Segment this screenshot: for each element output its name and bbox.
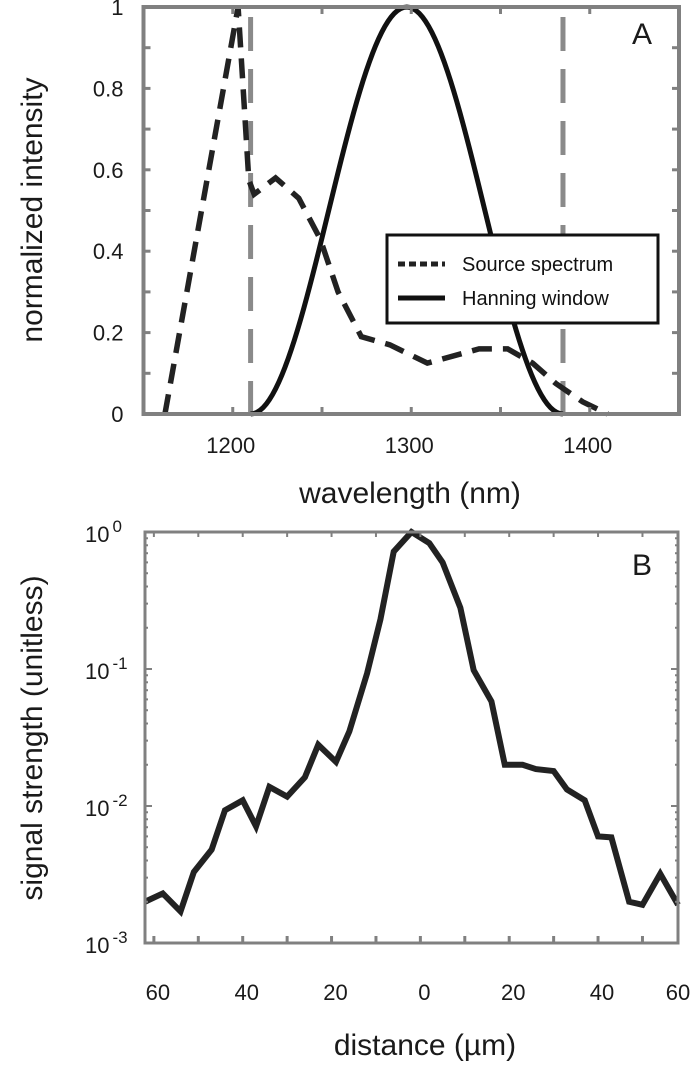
x-tick-label: 60 [666,980,690,1005]
x-tick-label: 60 [146,980,170,1005]
y-tick-label: 0.2 [93,321,124,346]
y-tick-label: 1 [111,0,123,20]
legend-label-hanning-window: Hanning window [462,288,609,310]
y-tick-label: 0 [111,402,123,427]
y-tick-label: 0.6 [93,158,124,183]
panel-b-xlabel: distance (µm) [334,1029,516,1062]
y-tick-label: 10 -3 [85,928,128,958]
x-tick-label: 1300 [385,433,434,458]
panel-b: signal strength (unitless) distance (µm)… [16,517,690,1062]
x-tick-label: 20 [323,980,347,1005]
y-tick-label: 10 -1 [85,654,128,684]
signal-strength-line [143,528,681,917]
panel-a-xlabel: wavelength (nm) [298,477,521,510]
y-tick-label: 0.4 [93,239,124,264]
x-tick-label: 40 [590,980,614,1005]
panel-a-ylabel: normalized intensity [16,77,49,342]
x-tick-label: 40 [234,980,258,1005]
panel-a-axes-box [141,5,681,416]
y-tick-label: 10 0 [85,517,122,547]
source-spectrum-line [162,6,609,417]
x-tick-label: 1400 [563,433,612,458]
legend-box [385,233,660,325]
y-tick-label: 10 -2 [85,791,128,821]
x-tick-label: 0 [418,980,430,1005]
panel-b-axes-box [143,530,680,945]
panel-a-letter: A [632,18,652,51]
y-tick-label: 0.8 [93,76,124,101]
legend-label-source-spectrum: Source spectrum [462,254,613,276]
panel-b-ylabel: signal strength (unitless) [16,575,49,900]
panel-a: normalized intensity wavelength (nm) A S… [16,0,681,510]
x-tick-label: 20 [501,980,525,1005]
x-tick-label: 1200 [206,433,255,458]
legend: Source spectrum Hanning window [385,233,660,325]
panel-b-letter: B [632,549,652,582]
